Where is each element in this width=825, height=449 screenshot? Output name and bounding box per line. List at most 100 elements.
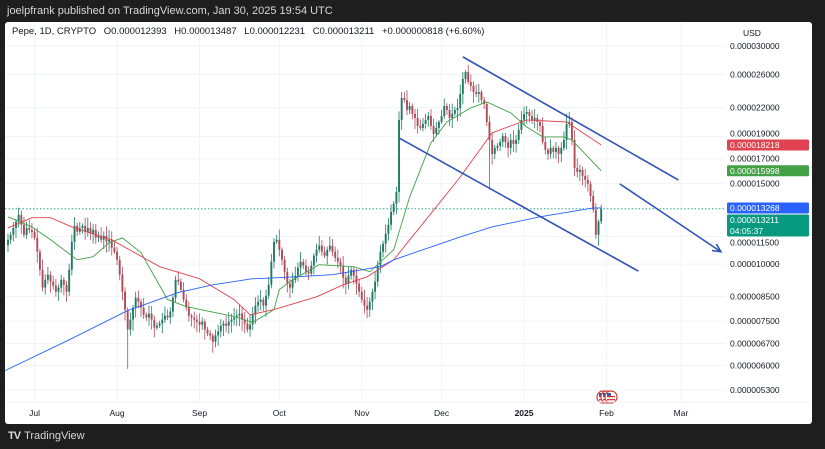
symbol-label[interactable]: Pepe, 1D, CRYPTO: [12, 26, 97, 37]
candle: [110, 231, 113, 256]
candle: [68, 263, 71, 296]
candle-body: [400, 97, 403, 120]
candle-body: [12, 227, 15, 235]
brand-name[interactable]: TradingView: [24, 430, 85, 442]
candle-body: [472, 85, 475, 92]
candle-body: [134, 297, 137, 308]
candle-body: [7, 239, 9, 246]
candle-body: [86, 227, 89, 232]
candle: [89, 222, 92, 241]
candle-body: [469, 81, 472, 86]
candle-body: [597, 221, 600, 235]
candle-body: [328, 245, 331, 250]
candle-body: [299, 261, 302, 268]
candle: [411, 103, 414, 120]
candle: [179, 278, 182, 292]
candle-body: [44, 279, 47, 288]
open-value: O0.000012393: [103, 26, 167, 37]
candle-body: [560, 147, 563, 154]
candle: [475, 84, 478, 98]
y-tick-label: 0.000026000: [730, 69, 780, 79]
candle: [448, 104, 451, 127]
candle-body: [211, 335, 214, 342]
candle-body: [190, 315, 193, 318]
candle-body: [358, 283, 361, 292]
close-value: C0.000013211: [312, 26, 375, 37]
candle: [578, 164, 581, 182]
candle-body: [520, 119, 523, 130]
candle: [406, 90, 408, 116]
candle: [38, 248, 41, 276]
candle: [283, 256, 286, 280]
candle: [485, 101, 488, 127]
moving-average-line-red: [7, 119, 602, 316]
candle: [414, 108, 416, 129]
candle: [464, 69, 467, 84]
x-tick-label: Oct: [273, 408, 287, 418]
countdown-label: 04:05:37: [730, 226, 763, 236]
candle: [294, 266, 297, 284]
candle: [459, 84, 462, 117]
candle: [243, 312, 246, 334]
candle-body: [573, 139, 576, 168]
candle: [78, 221, 81, 235]
candle: [182, 282, 185, 303]
chart-panel[interactable]: 0.000030000 0.000026000 0.000022000 0.00001…: [5, 22, 812, 424]
candle-body: [227, 321, 230, 326]
candle-body: [30, 229, 33, 232]
candle-body: [198, 321, 201, 325]
candle: [9, 231, 12, 245]
candle-body: [132, 307, 134, 320]
candle-body: [525, 111, 528, 114]
candle: [586, 174, 589, 192]
candle: [134, 291, 137, 318]
candle: [398, 111, 400, 203]
candle: [126, 307, 129, 369]
candle-body: [36, 237, 39, 252]
candle-body: [323, 251, 326, 256]
trendline-channel-upper: [462, 56, 679, 181]
candle-body: [429, 115, 432, 126]
candle: [214, 329, 217, 348]
candle-body: [451, 113, 454, 118]
candle-body: [126, 309, 129, 330]
tradingview-logo-icon[interactable]: TV: [8, 430, 21, 442]
candle-body: [57, 287, 60, 292]
candle: [594, 203, 597, 239]
candle: [203, 319, 206, 340]
candle-body: [246, 323, 249, 330]
candle-body: [547, 149, 549, 154]
candle-body: [336, 257, 339, 262]
publish-info: joelpfrank published on TradingView.com,…: [7, 5, 333, 17]
candle: [509, 133, 512, 155]
candle: [81, 223, 84, 234]
candle: [73, 217, 76, 250]
candle-body: [108, 239, 111, 242]
candle-body: [254, 305, 257, 315]
price-label-bg: [727, 202, 809, 214]
candle: [52, 275, 55, 290]
candle: [118, 255, 121, 281]
candle-body: [291, 279, 294, 288]
candle-body: [171, 297, 174, 312]
flag-stripe: [607, 399, 615, 401]
candle-body: [238, 313, 241, 316]
price-label-bg: [727, 165, 809, 177]
candle-body: [156, 325, 158, 328]
candle: [307, 266, 310, 281]
candle: [185, 294, 188, 311]
price-chart[interactable]: 0.000030000 0.000026000 0.000022000 0.00001…: [5, 22, 812, 424]
candle: [422, 117, 424, 132]
candle-body: [517, 129, 520, 140]
candle: [129, 312, 132, 336]
candle: [536, 114, 539, 131]
candle: [443, 98, 446, 119]
candle: [350, 266, 353, 280]
flag-canton: [607, 393, 611, 396]
candle: [368, 297, 371, 317]
candle-body: [584, 175, 587, 180]
candle-body: [251, 314, 254, 325]
candle: [395, 186, 398, 215]
candle: [246, 317, 249, 333]
candle: [560, 142, 563, 163]
